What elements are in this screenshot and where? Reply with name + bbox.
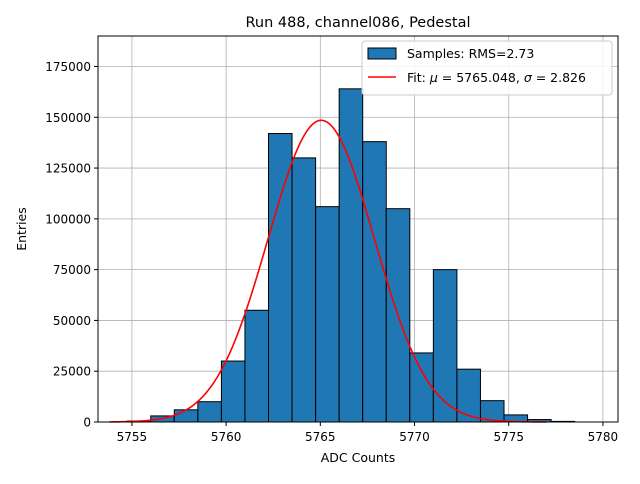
legend-samples-patch	[367, 47, 397, 60]
y-tick-label: 150000	[45, 111, 91, 125]
x-tick-label: 5780	[588, 430, 619, 444]
histogram-bar	[338, 88, 364, 423]
histogram-bar	[173, 409, 199, 423]
x-tick-label: 5765	[305, 430, 336, 444]
y-axis-label: Entries	[14, 207, 29, 251]
legend-samples-label: Samples: RMS=2.73	[407, 46, 534, 61]
legend: Samples: RMS=2.73 Fit: μ = 5765.048, σ =…	[361, 40, 613, 96]
x-tick-label: 5760	[211, 430, 242, 444]
histogram-bar	[315, 206, 340, 423]
y-tick-label: 50000	[53, 314, 91, 328]
legend-fit-mu-symbol: μ	[429, 70, 438, 85]
y-axis-ticks: 0 25000 50000 75000 100000 125000 150000 175000	[45, 60, 98, 430]
histogram-bar	[197, 401, 222, 423]
y-tick-label: 75000	[53, 263, 91, 277]
y-tick-label: 100000	[45, 212, 91, 226]
histogram-bar	[409, 352, 434, 423]
legend-frame	[361, 40, 613, 96]
legend-fit-sigma-symbol: σ	[524, 70, 533, 85]
fit-curve	[109, 119, 547, 423]
histogram-bar	[456, 368, 481, 423]
legend-fit-mu-value: = 5765.048,	[438, 70, 524, 85]
histogram-bar	[244, 309, 270, 423]
x-tick-label: 5770	[399, 430, 430, 444]
plot-area-frame	[97, 35, 619, 423]
y-tick-label: 125000	[45, 162, 91, 176]
histogram-bar	[432, 269, 458, 423]
fit-curve-group	[109, 119, 547, 423]
histogram-bar	[220, 360, 246, 423]
x-axis-label: ADC Counts	[321, 450, 396, 465]
y-tick-label: 0	[83, 416, 91, 430]
legend-fit-sigma-value: = 2.826	[532, 70, 586, 85]
legend-fit-prefix: Fit:	[407, 70, 430, 85]
y-tick-label: 175000	[45, 60, 91, 74]
histogram-bar	[291, 157, 317, 423]
x-axis-ticks: 5755 5760 5765 5770 5775 5780	[117, 422, 619, 444]
y-tick-label: 25000	[53, 365, 91, 379]
histogram-bar	[268, 133, 293, 423]
x-tick-label: 5755	[117, 430, 148, 444]
legend-fit-label: Fit: μ = 5765.048, σ = 2.826	[407, 70, 586, 85]
histogram-bars	[126, 88, 576, 423]
histogram-bar	[362, 141, 387, 423]
x-tick-label: 5775	[493, 430, 524, 444]
chart-title: Run 488, channel086, Pedestal	[245, 15, 470, 31]
